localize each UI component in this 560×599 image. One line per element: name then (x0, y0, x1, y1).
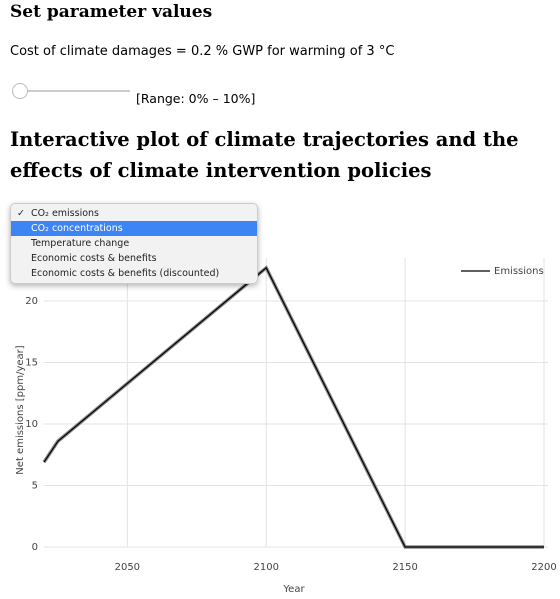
dropdown-option[interactable]: Economic costs & benefits (discounted) (31, 268, 220, 279)
dropdown-option[interactable]: Economic costs & benefits (31, 253, 157, 264)
x-tick-label: 2150 (392, 562, 417, 573)
legend-label: Emissions (494, 266, 544, 277)
slider-knob[interactable] (12, 83, 28, 99)
dropdown-option[interactable]: CO₂ emissions (11, 206, 257, 221)
y-tick-label: 15 (25, 358, 38, 369)
line-series (43, 266, 544, 548)
y-tick-label: 0 (32, 542, 38, 553)
range-label: [Range: 0% – 10%] (136, 91, 256, 106)
y-axis-label: Net emissions [ppm/year] (15, 345, 26, 474)
x-tick-label: 2100 (253, 562, 278, 573)
header-title: Set parameter values (10, 2, 213, 22)
dropdown-option[interactable]: CO₂ concentrations (11, 221, 257, 236)
slider-track[interactable] (20, 90, 130, 92)
y-tick-label: 10 (25, 419, 38, 430)
y-tick-label: 20 (25, 296, 38, 307)
section-title: Interactive plot of climate trajectories… (10, 128, 519, 182)
x-axis-label: Year (282, 584, 305, 595)
x-tick-label: 2200 (531, 562, 556, 573)
y-tick-label: 5 (32, 481, 38, 492)
parameter-label: Cost of climate damages = 0.2 % GWP for … (10, 44, 395, 59)
x-tick-label: 2050 (115, 562, 140, 573)
line-series-outline (42, 265, 544, 549)
dropdown-option[interactable]: Temperature change (31, 238, 130, 249)
